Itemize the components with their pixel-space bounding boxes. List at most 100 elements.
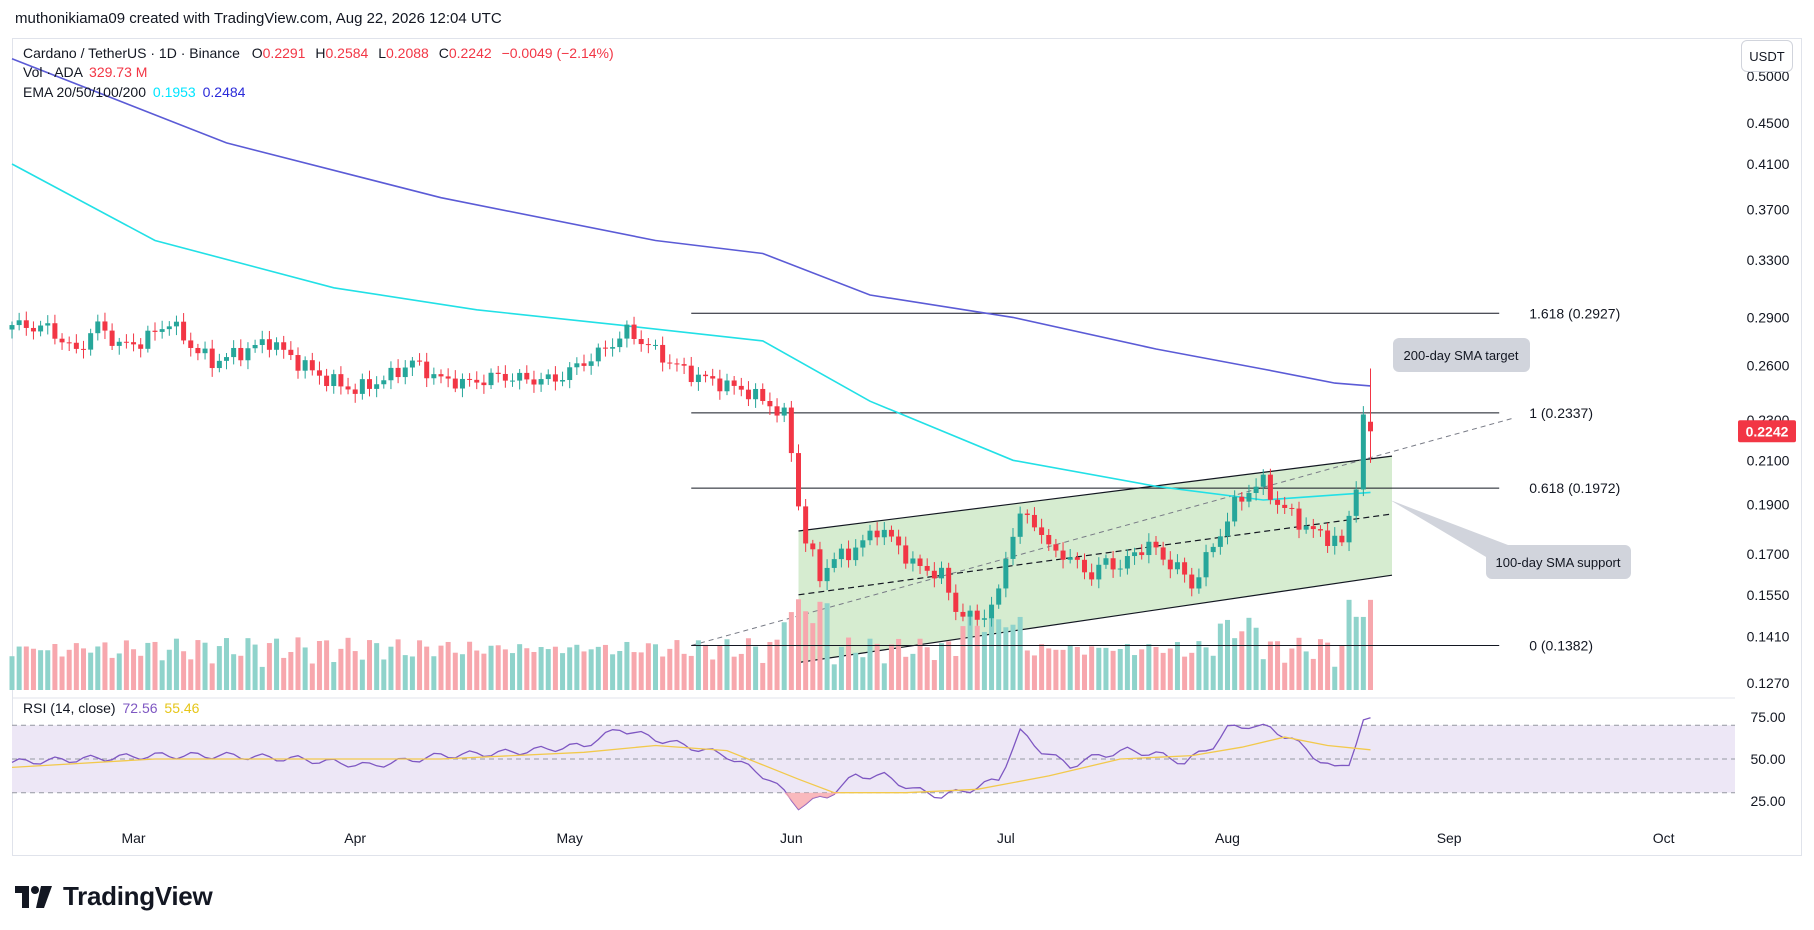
candle-body xyxy=(216,360,222,369)
volume-bar xyxy=(331,662,337,690)
candle-body xyxy=(1217,536,1223,547)
candle-body xyxy=(1139,552,1145,556)
trend-line xyxy=(691,417,1514,646)
candle-body xyxy=(1160,547,1166,560)
candle-body xyxy=(631,324,637,339)
volume-bar xyxy=(259,666,265,690)
y-tick-label: 0.2600 xyxy=(1747,358,1790,374)
volume-bar xyxy=(424,646,430,690)
volume-bar xyxy=(624,641,630,690)
annotation-pointer xyxy=(1390,500,1508,570)
y-tick-label: 0.5000 xyxy=(1747,68,1790,84)
volume-bar xyxy=(1282,662,1288,690)
volume-bar xyxy=(717,645,723,690)
candle-body xyxy=(388,367,394,381)
y-tick-label: 0.1900 xyxy=(1747,497,1790,513)
volume-bar xyxy=(695,640,701,690)
candle-body xyxy=(445,376,451,379)
volume-bar xyxy=(545,649,551,690)
volume-bar xyxy=(1153,647,1159,690)
volume-bar xyxy=(788,612,794,690)
candle-body xyxy=(753,388,759,400)
volume-bar xyxy=(524,648,530,690)
volume-bar xyxy=(1117,649,1123,690)
candle-body xyxy=(574,363,580,368)
volume-bar xyxy=(88,652,94,690)
volume-bar xyxy=(688,655,694,690)
volume-bar xyxy=(23,646,29,690)
fib-level-label: 0.618 (0.1972) xyxy=(1529,480,1620,496)
candle-body xyxy=(724,380,730,392)
candle-body xyxy=(1060,550,1066,560)
candle-body xyxy=(867,530,873,541)
annotation-100-day-label: 100-day SMA support xyxy=(1495,555,1620,570)
volume-bar xyxy=(517,644,523,690)
volume-bar xyxy=(538,647,544,690)
candle-body xyxy=(989,604,995,619)
rsi-ma-value: 55.46 xyxy=(164,700,200,716)
volume-bar xyxy=(138,655,144,690)
candle-body xyxy=(459,378,465,389)
currency-button[interactable]: USDT xyxy=(1741,40,1793,72)
volume-bar xyxy=(1067,645,1073,690)
x-tick-label: Oct xyxy=(1653,830,1675,846)
candle-body xyxy=(796,453,801,507)
candle-body xyxy=(846,548,852,561)
volume-bar xyxy=(1253,627,1259,690)
volume-bar xyxy=(803,611,809,690)
volume-bar xyxy=(753,646,759,690)
candle-body xyxy=(1232,496,1238,522)
candle-body xyxy=(409,360,415,368)
candle-body xyxy=(59,338,65,343)
volume-bar xyxy=(216,646,222,690)
candle-body xyxy=(502,373,508,381)
volume-bar xyxy=(73,643,79,690)
candle-body xyxy=(1031,514,1037,528)
volume-bar xyxy=(1339,645,1345,690)
volume-bar xyxy=(617,650,623,690)
ema-label[interactable]: EMA 20/50/100/200 xyxy=(23,84,146,100)
candle-body xyxy=(481,382,487,386)
low-label: L xyxy=(378,45,386,61)
candle-body xyxy=(52,323,58,339)
y-tick-label: 0.1410 xyxy=(1747,629,1790,645)
moving-averages xyxy=(11,58,1371,501)
y-tick-label: 0.4100 xyxy=(1747,156,1790,172)
candle-body xyxy=(102,321,108,331)
volume-bar xyxy=(1139,649,1145,690)
candle-body xyxy=(1267,474,1273,500)
volume-bar xyxy=(552,646,558,690)
symbol-name[interactable]: Cardano / TetherUS · 1D · Binance xyxy=(23,45,240,61)
candle-body xyxy=(595,347,601,362)
rsi-label[interactable]: RSI (14, close) xyxy=(23,700,116,716)
volume-label[interactable]: Vol · ADA xyxy=(23,64,83,80)
volume-bar xyxy=(252,644,258,690)
fib-level-label: 0 (0.1382) xyxy=(1529,638,1593,654)
rsi-oversold-fill xyxy=(769,792,849,810)
candle-body xyxy=(488,372,494,386)
tradingview-logo[interactable]: TradingView xyxy=(15,881,213,912)
candle-body xyxy=(424,361,430,379)
volume-bar xyxy=(674,640,680,690)
candle-body xyxy=(1082,559,1087,573)
candle-body xyxy=(367,379,372,389)
ema-legend: EMA 20/50/100/200 0.1953 0.2484 xyxy=(23,84,245,100)
volume-bar xyxy=(359,659,365,690)
volume-bar xyxy=(638,652,644,690)
volume-bar xyxy=(1353,616,1359,690)
rsi-tick-label: 25.00 xyxy=(1750,793,1785,809)
volume-bar xyxy=(166,649,172,690)
volume-legend: Vol · ADA 329.73 M xyxy=(23,64,147,80)
volume-bar xyxy=(738,653,744,690)
volume-bar xyxy=(796,599,801,690)
volume-bar xyxy=(731,656,737,690)
volume-bar xyxy=(431,656,437,690)
volume-bar xyxy=(131,649,137,690)
volume-bar xyxy=(274,638,280,690)
volume-bar xyxy=(1053,649,1059,690)
candle-body xyxy=(131,342,137,345)
candle-body xyxy=(288,349,294,356)
candle-body xyxy=(45,323,51,326)
candle-body xyxy=(474,379,480,383)
